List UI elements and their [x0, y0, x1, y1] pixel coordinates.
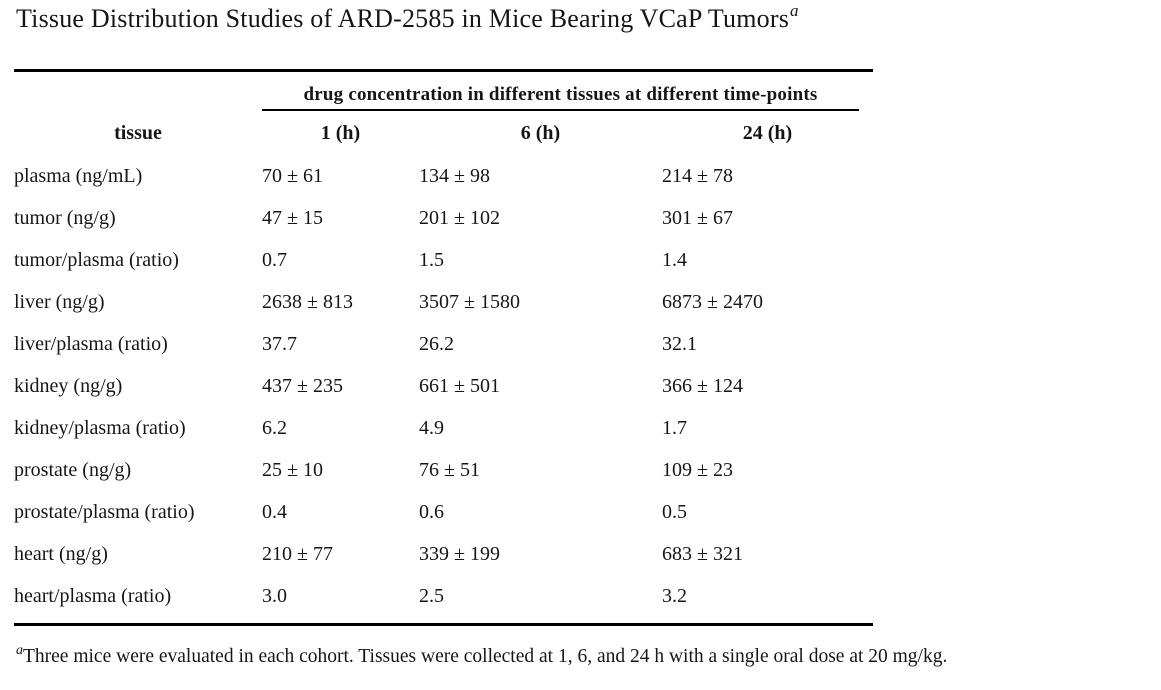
value-cell: 3.0 — [262, 584, 287, 607]
value-cell: 26.2 — [419, 332, 454, 355]
page-title: Tissue Distribution Studies of ARD-2585 … — [16, 1, 799, 34]
table-header-row: tissue 1 (h) 6 (h) 24 (h) — [14, 111, 873, 155]
column-header-24h: 24 (h) — [742, 121, 793, 144]
table-row: kidney (ng/g) 437 ± 235 661 ± 501 366 ± 124 — [14, 365, 873, 407]
value-cell: 4.9 — [419, 416, 444, 439]
table-row: plasma (ng/mL) 70 ± 61 134 ± 98 214 ± 78 — [14, 155, 873, 197]
data-table: tissue 1 (h) 6 (h) 24 (h) plasma (ng/mL)… — [14, 111, 873, 617]
table-body: plasma (ng/mL) 70 ± 61 134 ± 98 214 ± 78 tum… — [14, 155, 873, 617]
value-cell: 2638 ± 813 — [262, 290, 353, 313]
tissue-label: heart/plasma (ratio) — [14, 584, 172, 607]
value-cell: 47 ± 15 — [262, 206, 323, 229]
tissue-label: liver (ng/g) — [14, 290, 105, 313]
table-row: prostate (ng/g) 25 ± 10 76 ± 51 109 ± 23 — [14, 449, 873, 491]
tissue-label: kidney/plasma (ratio) — [14, 416, 186, 439]
tissue-label: prostate (ng/g) — [14, 458, 132, 481]
table-row: liver (ng/g) 2638 ± 813 3507 ± 1580 6873 ± … — [14, 281, 873, 323]
value-cell: 76 ± 51 — [419, 458, 480, 481]
value-cell: 0.5 — [662, 500, 687, 523]
value-cell: 201 ± 102 — [419, 206, 500, 229]
value-cell: 437 ± 235 — [262, 374, 343, 397]
value-cell: 6873 ± 2470 — [662, 290, 763, 313]
value-cell: 1.5 — [419, 248, 444, 271]
value-cell: 683 ± 321 — [662, 542, 743, 565]
tissue-label: liver/plasma (ratio) — [14, 332, 168, 355]
tissue-label: heart (ng/g) — [14, 542, 108, 565]
table-row: heart (ng/g) 210 ± 77 339 ± 199 683 ± 321 — [14, 533, 873, 575]
value-cell: 366 ± 124 — [662, 374, 743, 397]
value-cell: 70 ± 61 — [262, 164, 323, 187]
value-cell: 25 ± 10 — [262, 458, 323, 481]
tissue-label: plasma (ng/mL) — [14, 164, 143, 187]
footnote-marker: a — [16, 643, 23, 658]
value-cell: 339 ± 199 — [419, 542, 500, 565]
column-header-1h: 1 (h) — [320, 121, 361, 144]
value-cell: 134 ± 98 — [419, 164, 490, 187]
value-cell: 109 ± 23 — [662, 458, 733, 481]
table-row: kidney/plasma (ratio) 6.2 4.9 1.7 — [14, 407, 873, 449]
value-cell: 0.6 — [419, 500, 444, 523]
table-footnote: aThree mice were evaluated in each cohor… — [16, 643, 1146, 668]
tissue-label: tumor/plasma (ratio) — [14, 248, 179, 271]
value-cell: 2.5 — [419, 584, 444, 607]
footnote-text: Three mice were evaluated in each cohort… — [23, 646, 948, 667]
value-cell: 1.7 — [662, 416, 687, 439]
value-cell: 3507 ± 1580 — [419, 290, 520, 313]
tissue-label: tumor (ng/g) — [14, 206, 116, 229]
column-header-tissue: tissue — [114, 121, 162, 144]
tissue-label: kidney (ng/g) — [14, 374, 123, 397]
spanning-column-header: drug concentration in different tissues … — [262, 84, 859, 111]
table-row: tumor (ng/g) 47 ± 15 201 ± 102 301 ± 67 — [14, 197, 873, 239]
table-row: heart/plasma (ratio) 3.0 2.5 3.2 — [14, 575, 873, 617]
table-row: prostate/plasma (ratio) 0.4 0.6 0.5 — [14, 491, 873, 533]
value-cell: 301 ± 67 — [662, 206, 733, 229]
value-cell: 37.7 — [262, 332, 297, 355]
value-cell: 210 ± 77 — [262, 542, 333, 565]
value-cell: 214 ± 78 — [662, 164, 733, 187]
value-cell: 3.2 — [662, 584, 687, 607]
value-cell: 0.7 — [262, 248, 287, 271]
tissue-label: prostate/plasma (ratio) — [14, 500, 195, 523]
value-cell: 6.2 — [262, 416, 287, 439]
column-header-6h: 6 (h) — [520, 121, 561, 144]
title-footnote-marker: a — [790, 1, 799, 20]
tissue-distribution-table: drug concentration in different tissues … — [14, 69, 873, 626]
value-cell: 661 ± 501 — [419, 374, 500, 397]
table-row: liver/plasma (ratio) 37.7 26.2 32.1 — [14, 323, 873, 365]
value-cell: 32.1 — [662, 332, 697, 355]
page-title-text: Tissue Distribution Studies of ARD-2585 … — [16, 4, 790, 33]
value-cell: 1.4 — [662, 248, 687, 271]
value-cell: 0.4 — [262, 500, 287, 523]
table-row: tumor/plasma (ratio) 0.7 1.5 1.4 — [14, 239, 873, 281]
